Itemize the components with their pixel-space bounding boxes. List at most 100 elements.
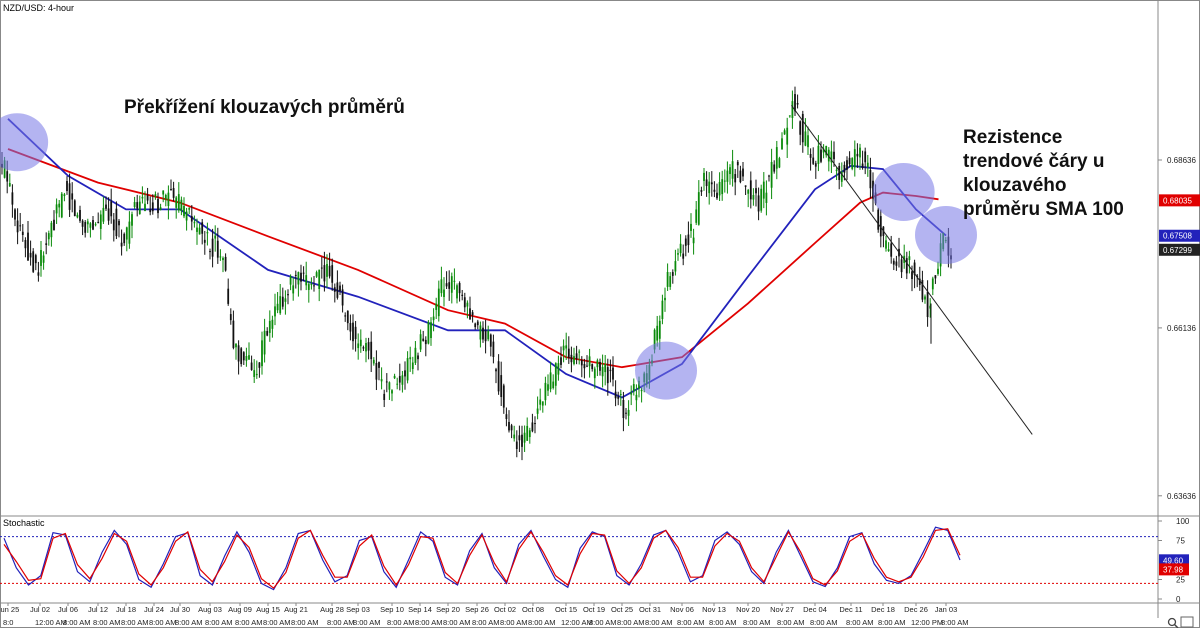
candle-body [115,208,118,237]
candle-body [110,201,113,217]
candle-body [484,330,487,342]
candle-body [393,375,396,379]
candle-body [630,392,633,395]
price-label-bg [1159,243,1200,256]
candle-body [162,190,165,195]
candle-body [833,151,835,160]
candle-body [422,338,425,341]
x-axis-date-label: Jul 24 [144,605,164,614]
magnifier-lens [1167,617,1177,627]
x-axis-date-label: Nov 06 [670,605,694,614]
candle-body [40,250,42,266]
candle-body [274,306,276,317]
candle-body [573,356,575,364]
stochastic-value-label: 37.98 [1163,565,1184,574]
candle-body [458,283,461,294]
candle-body [133,202,136,207]
candle-body [692,237,695,244]
candle-body [830,151,833,163]
x-axis-time-label: 8:00 AM [846,618,874,627]
candle-body [664,297,666,301]
candle-body [513,434,516,439]
stochastic-tick-label: 25 [1176,576,1185,585]
magnifier-icon[interactable] [1167,617,1179,629]
candle-body [913,262,916,275]
candle-body [713,189,716,192]
candle-body [619,393,622,395]
x-axis-time-label: 8:00 AM [387,618,415,627]
candle-body [445,283,448,287]
candle-body [196,227,198,232]
candle-body [359,339,362,347]
candle-body [367,342,370,351]
candle-body [380,379,383,382]
candle-body [167,192,170,207]
scroll-button[interactable] [1180,616,1194,628]
candle-body [757,195,760,212]
candle-body [578,351,581,353]
x-axis-time-label: 8:00 AM [743,618,771,627]
candle-body [138,201,141,214]
x-axis-time-label: 8:00 AM [617,618,645,627]
x-axis-time-label: 8:00 AM [528,618,556,627]
candle-body [333,287,336,292]
candle-body [723,180,726,182]
candle-body [625,412,627,414]
candle-body [172,188,175,198]
candle-body [879,216,882,237]
price-label-bg [1159,194,1200,207]
x-axis-date-label: Dec 11 [839,605,862,614]
x-axis-date-label: Jun 25 [0,605,19,614]
x-axis-date-label: Aug 09 [228,605,252,614]
annotation-resistance: Rezistence trendové čáry u klouzavého pr… [963,126,1163,222]
moving-average-line-1 [7,148,939,369]
x-axis-time-label: 8:0 [3,618,13,627]
magnifier-handle [1173,623,1179,629]
x-axis-time-label: 8:00 AM [263,618,291,627]
candle-body [794,94,796,112]
x-axis-time-label: 8:00 AM [93,618,121,627]
candle-body [305,275,308,286]
candle-body [497,361,500,392]
x-axis-date-label: Dec 26 [904,605,928,614]
candle-body [583,363,586,369]
candle-body [588,356,591,367]
x-axis-time-label: 12:00 AM [35,618,67,627]
candle-body [417,355,419,360]
candle-body [315,272,318,277]
candle-body [328,265,331,277]
candle-body [552,381,555,388]
candle-body [404,370,406,377]
trendline [791,105,1033,435]
candle-body [708,181,711,194]
candle-body [419,334,422,350]
highlight-circle [915,205,977,264]
candle-body [45,243,48,245]
candle-body [448,282,451,289]
candle-body [164,195,167,200]
candle-body [29,252,32,258]
candle-body [326,263,328,277]
candle-body [505,414,508,420]
candle-body [786,127,789,145]
candle-body [801,113,804,143]
candle-body [411,362,414,370]
candle-body [677,253,679,255]
x-axis-date-label: Sep 26 [465,605,489,614]
highlight-circle [635,341,697,400]
candle-body [383,393,386,400]
candle-body [89,223,92,228]
candle-body [250,362,253,370]
candle-body [279,296,282,314]
candle-body [562,345,565,351]
candle-body [120,242,123,247]
annotation-resistance-line: trendové čáry u [963,151,1105,172]
y-axis-tick-label: 0.66136 [1167,324,1196,333]
candle-body [14,209,16,220]
candle-body [489,334,492,347]
candle-body [248,355,250,360]
candle-body [349,323,352,332]
candle-body [159,207,162,210]
candle-body [53,219,55,231]
